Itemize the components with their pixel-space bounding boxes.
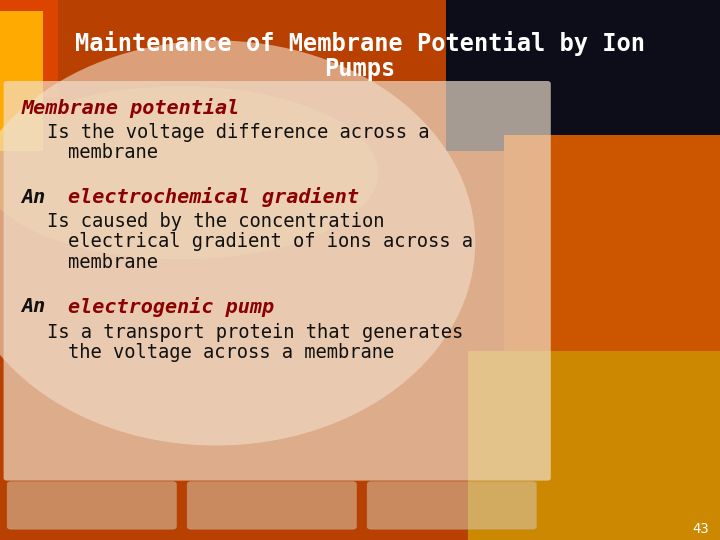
Text: membrane: membrane bbox=[68, 143, 158, 163]
FancyBboxPatch shape bbox=[367, 482, 536, 529]
Bar bbox=[0, 11, 43, 151]
Text: An: An bbox=[22, 297, 58, 316]
Bar bbox=[504, 135, 720, 378]
Text: electrical gradient of ions across a: electrical gradient of ions across a bbox=[68, 232, 474, 252]
Ellipse shape bbox=[0, 86, 378, 259]
Text: Membrane potential: Membrane potential bbox=[22, 98, 240, 118]
Text: An: An bbox=[22, 187, 58, 207]
Bar bbox=[0, 0, 58, 97]
Text: Is caused by the concentration: Is caused by the concentration bbox=[47, 212, 384, 231]
Ellipse shape bbox=[0, 40, 475, 446]
FancyBboxPatch shape bbox=[187, 482, 356, 529]
Text: Maintenance of Membrane Potential by Ion: Maintenance of Membrane Potential by Ion bbox=[75, 31, 645, 56]
Text: Is the voltage difference across a: Is the voltage difference across a bbox=[47, 123, 429, 142]
FancyBboxPatch shape bbox=[4, 81, 551, 481]
Text: 43: 43 bbox=[693, 522, 709, 536]
Text: electrogenic pump: electrogenic pump bbox=[68, 296, 274, 317]
Text: the voltage across a membrane: the voltage across a membrane bbox=[68, 343, 395, 362]
FancyBboxPatch shape bbox=[7, 482, 176, 529]
Text: electrochemical gradient: electrochemical gradient bbox=[68, 187, 359, 207]
Bar bbox=[446, 0, 720, 151]
Bar bbox=[468, 351, 720, 540]
Text: Is a transport protein that generates: Is a transport protein that generates bbox=[47, 322, 463, 342]
Text: membrane: membrane bbox=[68, 253, 158, 272]
Text: Pumps: Pumps bbox=[325, 57, 395, 80]
